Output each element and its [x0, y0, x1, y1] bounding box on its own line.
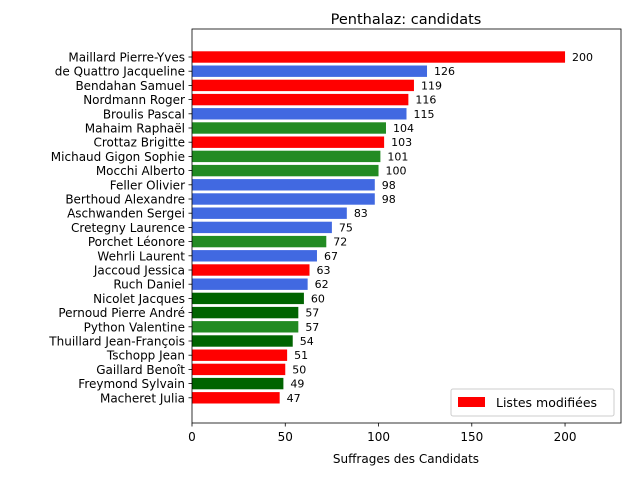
bar-value-label: 98	[382, 179, 396, 192]
y-tick-label: Wehrli Laurent	[97, 249, 185, 263]
bar	[192, 79, 414, 92]
bar	[192, 349, 288, 361]
y-tick-label: Bendahan Samuel	[75, 79, 185, 93]
bar	[192, 278, 308, 290]
bar-value-label: 57	[305, 307, 319, 320]
legend-swatch	[458, 397, 485, 407]
bar-value-label: 67	[324, 250, 338, 263]
y-tick-label: Mocchi Alberto	[96, 164, 185, 178]
bar	[192, 264, 310, 276]
bar-value-label: 60	[311, 292, 325, 305]
bar	[192, 321, 299, 333]
bar-value-label: 57	[305, 321, 319, 334]
bar-value-label: 101	[387, 150, 408, 163]
x-tick-label: 200	[554, 430, 577, 444]
y-tick-label: Tschopp Jean	[106, 349, 185, 363]
y-tick-label: Feller Olivier	[110, 178, 185, 192]
y-tick-label: Porchet Léonore	[88, 235, 185, 249]
y-tick-label: Gaillard Benoît	[96, 363, 185, 377]
bar-value-label: 47	[287, 392, 301, 405]
bar	[192, 179, 375, 191]
y-tick-label: Michaud Gigon Sophie	[51, 150, 185, 164]
x-ticks-group: 0 50 100 150 200	[188, 423, 576, 444]
bar	[192, 122, 386, 134]
bar	[192, 193, 375, 205]
bar-value-label: 62	[315, 278, 329, 291]
bar-value-label: 98	[382, 193, 396, 206]
x-tick-label: 0	[188, 430, 196, 444]
bar-value-label: 63	[317, 264, 331, 277]
bar	[192, 235, 327, 248]
y-tick-label: Pernoud Pierre André	[58, 306, 185, 320]
y-tick-label: Aschwanden Sergei	[67, 207, 185, 221]
bar-value-label: 72	[333, 236, 347, 249]
x-axis-label: Suffrages des Candidats	[333, 452, 479, 466]
bar	[192, 93, 409, 106]
bar-value-label: 49	[290, 378, 304, 391]
bar-value-label: 100	[386, 165, 407, 178]
plot-frame	[191, 28, 622, 424]
bar	[192, 65, 428, 77]
bar-value-label: 116	[415, 94, 436, 107]
y-tick-label: Berthoud Alexandre	[65, 193, 185, 207]
bar	[192, 207, 347, 219]
y-tick-label: Crottaz Brigitte	[93, 136, 185, 150]
bar	[192, 108, 407, 120]
bar-value-label: 50	[292, 363, 306, 376]
bar-value-label: 126	[434, 65, 455, 78]
y-tick-label: Macheret Julia	[100, 391, 185, 405]
y-tick-label: Cretegny Laurence	[71, 221, 185, 235]
bar-value-label: 119	[421, 79, 442, 92]
bar	[192, 335, 293, 347]
bar	[192, 250, 317, 262]
x-tick-label: 50	[278, 430, 293, 444]
bar-value-label: 115	[414, 108, 435, 121]
x-tick-label: 100	[367, 430, 390, 444]
bar-value-label: 75	[339, 221, 353, 234]
y-tick-label: Thuillard Jean-François	[48, 335, 185, 349]
bar-value-label: 83	[354, 207, 368, 220]
bar	[192, 292, 304, 305]
y-tick-label: de Quattro Jacqueline	[55, 65, 185, 79]
y-tick-label: Broulis Pascal	[103, 107, 185, 121]
legend: Listes modifiées	[450, 388, 615, 417]
bar-value-label: 51	[294, 349, 308, 362]
y-tick-label: Nordmann Roger	[83, 93, 185, 107]
bar	[192, 392, 280, 404]
bar	[192, 221, 332, 234]
chart-title: Penthalaz: candidats	[331, 12, 482, 28]
bar	[192, 136, 385, 148]
bar	[192, 51, 566, 63]
y-tick-label: Ruch Daniel	[113, 278, 185, 292]
bar-value-label: 103	[391, 136, 412, 149]
value-labels-group: 2001261191161151041031011009898837572676…	[287, 51, 593, 405]
x-tick-label: 150	[460, 430, 483, 444]
y-tick-label: Freymond Sylvain	[78, 377, 185, 391]
y-tick-label: Nicolet Jacques	[93, 292, 185, 306]
legend-box	[450, 388, 615, 417]
y-tick-label: Python Valentine	[84, 320, 185, 334]
y-tick-label: Jaccoud Jessica	[93, 264, 185, 278]
y-tick-label: Mahaim Raphaël	[85, 122, 185, 136]
bar	[192, 150, 381, 163]
bars-group	[192, 51, 566, 404]
bar	[192, 306, 299, 319]
legend-label: Listes modifiées	[496, 395, 597, 410]
y-tick-label: Maillard Pierre-Yves	[68, 51, 185, 65]
bar-value-label: 200	[572, 51, 593, 64]
bar-value-label: 54	[300, 335, 314, 348]
bar	[192, 377, 284, 390]
bar	[192, 363, 286, 376]
bar	[192, 164, 379, 177]
bar-value-label: 104	[393, 122, 414, 135]
